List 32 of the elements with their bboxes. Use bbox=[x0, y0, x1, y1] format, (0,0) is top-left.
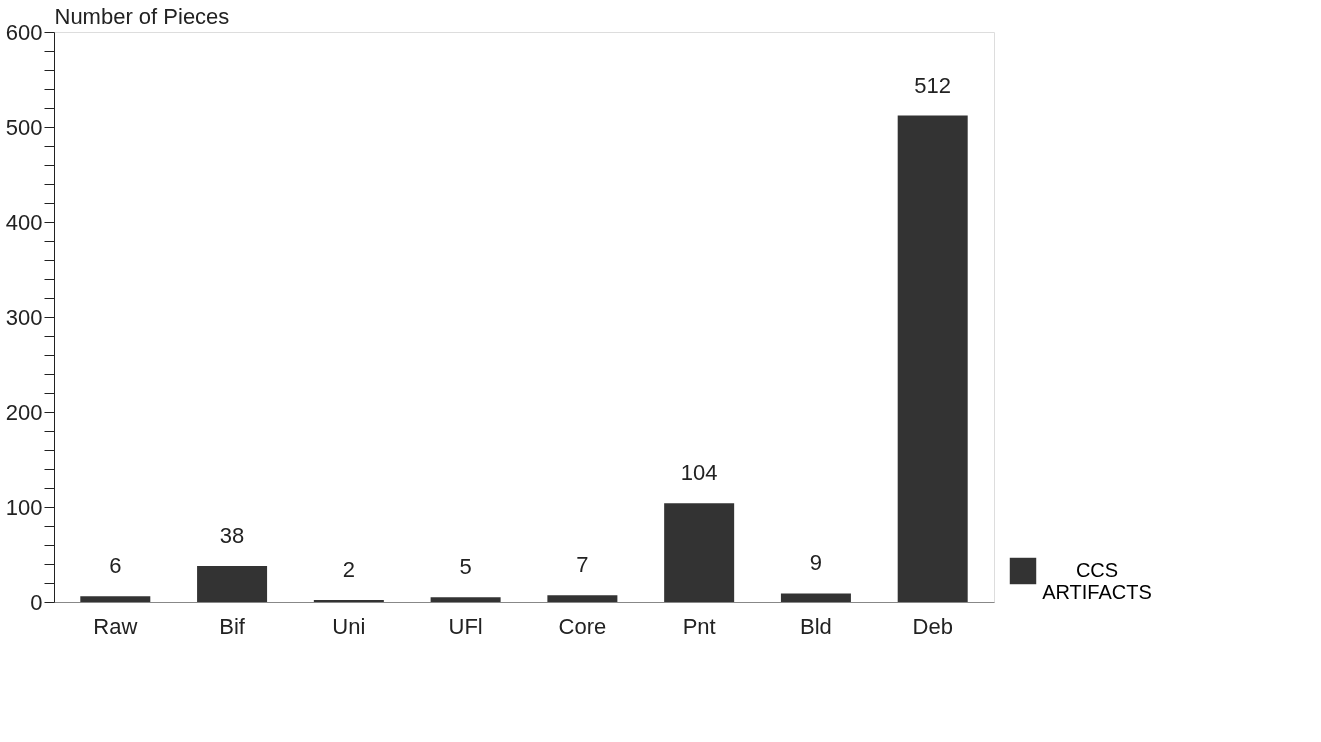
x-tick-label: Core bbox=[558, 613, 607, 639]
legend-label: CCS ARTIFACTS bbox=[1042, 559, 1152, 603]
bar bbox=[547, 595, 618, 602]
x-tick-label: Bif bbox=[219, 613, 246, 639]
x-tick-label: UFl bbox=[448, 613, 483, 639]
y-tick-label: 100 bbox=[5, 494, 43, 520]
data-label: 104 bbox=[680, 460, 718, 486]
y-tick-label: 600 bbox=[5, 19, 43, 45]
data-label: 6 bbox=[109, 553, 122, 579]
data-label: 2 bbox=[342, 557, 355, 583]
bar bbox=[80, 596, 151, 602]
data-label: 9 bbox=[809, 550, 823, 576]
bar bbox=[430, 597, 501, 602]
x-tick-label: Pnt bbox=[682, 613, 716, 639]
x-tick-label: Uni bbox=[332, 613, 366, 639]
y-tick-label: 200 bbox=[5, 399, 43, 425]
data-label: 7 bbox=[576, 552, 589, 578]
y-tick-label: 300 bbox=[5, 304, 43, 330]
bar bbox=[897, 115, 968, 602]
bar bbox=[197, 565, 268, 602]
y-tick-label: 500 bbox=[5, 114, 43, 140]
bar bbox=[664, 503, 735, 602]
data-label: 38 bbox=[219, 522, 245, 548]
x-tick-label: Raw bbox=[93, 613, 138, 639]
data-label: 512 bbox=[914, 72, 952, 98]
x-tick-label: Bld bbox=[800, 613, 832, 639]
data-label: 5 bbox=[459, 554, 472, 580]
x-tick-label: Deb bbox=[912, 613, 953, 639]
y-tick-label: 0 bbox=[30, 589, 43, 615]
y-axis-title: Number of Pieces bbox=[54, 3, 230, 29]
bar bbox=[780, 593, 851, 602]
y-tick-label: 400 bbox=[5, 209, 43, 235]
